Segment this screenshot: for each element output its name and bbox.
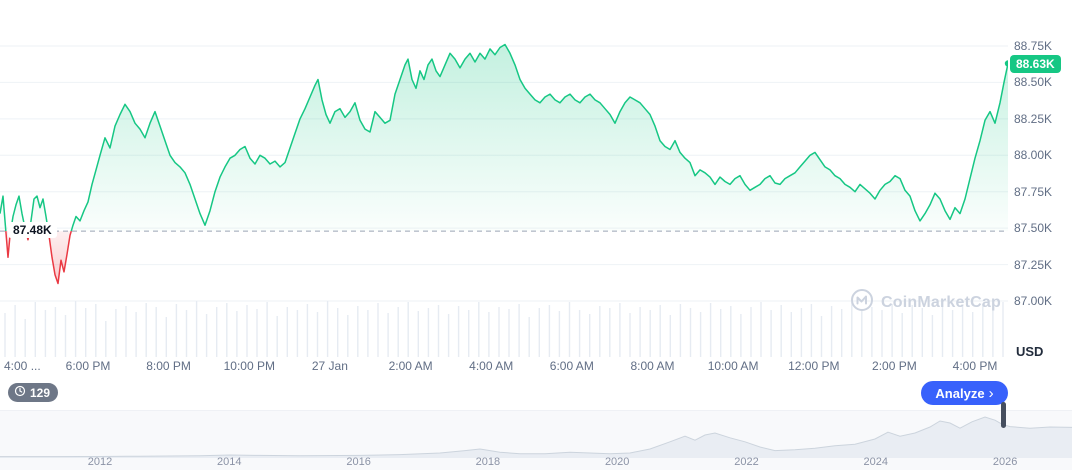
x-axis-label: 27 Jan xyxy=(311,359,348,373)
analyze-button[interactable]: Analyze › xyxy=(921,381,1008,405)
x-axis-label: 4:00 PM xyxy=(952,359,998,373)
navigator-year-label: 2024 xyxy=(863,456,889,468)
x-axis-label: 6:00 PM xyxy=(65,359,111,373)
analyze-label: Analyze xyxy=(935,385,985,401)
y-axis-label: 87.50K xyxy=(1014,221,1053,236)
currency-label: USD xyxy=(1016,344,1044,359)
x-axis-label: 8:00 AM xyxy=(630,359,675,373)
navigator-handle[interactable] xyxy=(1001,402,1006,428)
navigator-year-label: 2014 xyxy=(217,456,242,468)
watchers-badge[interactable]: 129 xyxy=(8,383,59,402)
x-axis-label: 2:00 PM xyxy=(872,359,917,373)
x-axis-label: 2:00 AM xyxy=(388,359,433,373)
price-chart[interactable]: 87.48K CoinMarketCap xyxy=(0,0,1008,358)
last-price-badge: 88.63K xyxy=(1010,54,1061,73)
navigator-year-label: 2022 xyxy=(734,456,759,468)
y-axis-label: 87.25K xyxy=(1014,257,1053,272)
x-axis-label: 4:00 AM xyxy=(469,359,514,373)
navigator-year-label: 2016 xyxy=(346,456,371,468)
watchers-count: 129 xyxy=(30,385,51,400)
x-axis-label: 12:00 PM xyxy=(788,359,840,373)
y-axis-label: 88.75K xyxy=(1014,39,1053,53)
baseline-price-label: 87.48K xyxy=(8,222,57,239)
price-chart-canvas[interactable] xyxy=(0,0,1008,358)
navigator-year-label: 2012 xyxy=(87,456,113,468)
y-axis-label: 88.00K xyxy=(1014,148,1053,163)
y-axis-label: 87.75K xyxy=(1014,184,1053,199)
clock-icon xyxy=(14,385,26,400)
navigator-year-label: 2020 xyxy=(604,456,630,468)
x-axis-label: 8:00 PM xyxy=(146,359,191,373)
navigator-chart[interactable] xyxy=(0,411,1072,458)
navigator-year-label: 2018 xyxy=(475,456,501,468)
y-axis-label: 88.25K xyxy=(1014,111,1053,126)
coinmarketcap-logo-icon xyxy=(850,288,874,317)
x-axis-label: 10:00 PM xyxy=(223,359,275,373)
watermark-text: CoinMarketCap xyxy=(881,293,1001,311)
navigator-year-label: 2026 xyxy=(992,456,1018,468)
coinmarketcap-watermark: CoinMarketCap xyxy=(850,288,1001,317)
x-axis-label: 10:00 AM xyxy=(707,359,759,373)
x-axis-label: 4:00 ... xyxy=(4,359,41,373)
chevron-right-icon: › xyxy=(988,384,994,402)
range-navigator[interactable]: 2012 2014 2016 2018 2020 2022 2024 2026 xyxy=(0,410,1072,470)
x-axis-label: 6:00 AM xyxy=(549,359,594,373)
y-axis-label: 87.00K xyxy=(1014,294,1053,308)
y-axis-label: 88.50K xyxy=(1014,75,1053,90)
